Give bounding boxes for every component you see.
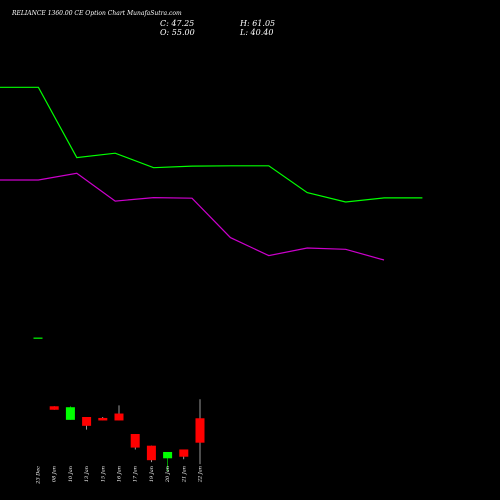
- candle: [195, 399, 205, 465]
- candle: [33, 337, 43, 339]
- x-tick-label: 20 Jan: [165, 466, 171, 483]
- x-tick-label: 23 Dec: [36, 466, 42, 485]
- low-value: L: 40.40: [240, 28, 274, 37]
- candle-body: [146, 445, 156, 461]
- candle-body: [49, 406, 59, 410]
- x-tick-label: 16 Jan: [117, 466, 123, 482]
- x-axis-ticks: 23 Dec 08 Jan 10 Jan 13 Jan 15 Jan 16 Jan 17 J…: [36, 466, 204, 485]
- candle: [65, 406, 75, 420]
- candle-body: [163, 451, 173, 459]
- x-tick-label: 10 Jan: [68, 466, 74, 482]
- x-tick-label: 08 Jan: [52, 466, 58, 482]
- candle: [49, 406, 59, 410]
- x-tick-label: 19 Jan: [149, 466, 155, 482]
- candle-body: [195, 418, 205, 443]
- candle-body: [65, 407, 75, 420]
- x-tick-label: 13 Jan: [84, 466, 90, 482]
- x-tick-label: 21 Jan: [181, 466, 187, 483]
- high-value: H: 61.05: [240, 19, 276, 28]
- candle: [163, 451, 173, 472]
- ma-long-line: [0, 172, 385, 261]
- moving-averages: [0, 86, 423, 261]
- x-tick-label: 15 Jan: [100, 466, 106, 482]
- candles: [33, 337, 205, 472]
- candle: [98, 417, 108, 421]
- candle: [114, 405, 124, 421]
- candle: [82, 417, 92, 430]
- ma-short-line: [0, 86, 423, 203]
- close-value: C: 47.25: [160, 19, 195, 28]
- candle-body: [33, 337, 43, 339]
- candle: [130, 434, 140, 450]
- candle: [179, 449, 189, 460]
- candle-body: [82, 417, 92, 426]
- candle-body: [114, 413, 124, 421]
- x-tick-label: 22 Jan: [198, 466, 204, 483]
- x-tick-label: 17 Jan: [133, 466, 139, 482]
- candle-body: [179, 449, 189, 457]
- open-value: O: 55.00: [160, 28, 195, 37]
- page-title: RELIANCE 1360.00 CE Option Chart MunafaS…: [12, 10, 182, 17]
- candle: [146, 445, 156, 463]
- candle-body: [130, 434, 140, 448]
- candle-body: [98, 417, 108, 421]
